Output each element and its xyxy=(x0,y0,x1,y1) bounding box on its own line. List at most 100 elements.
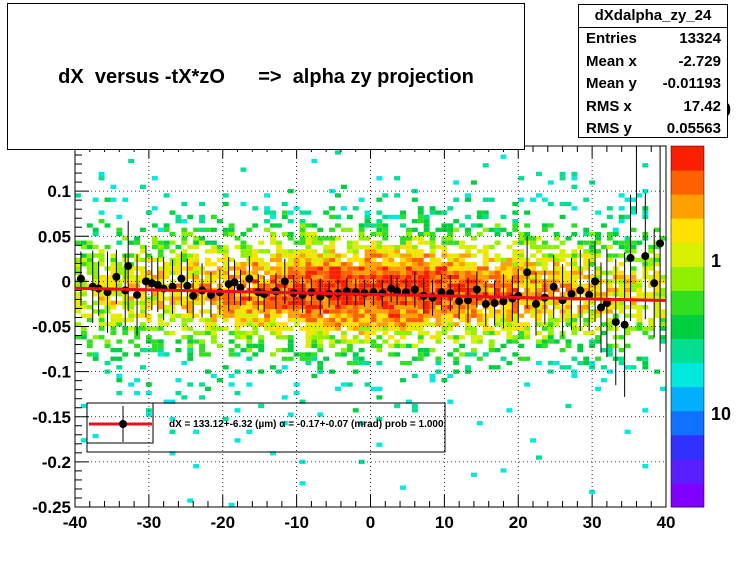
heatmap-cell xyxy=(405,326,412,331)
heatmap-cell xyxy=(92,356,99,361)
heatmap-cell xyxy=(642,365,649,370)
stats-value: 17.42 xyxy=(683,97,721,115)
heatmap-cell xyxy=(400,360,406,366)
heatmap-cell xyxy=(270,305,276,310)
heatmap-cell xyxy=(417,231,424,237)
heatmap-cell xyxy=(116,390,123,396)
stats-row-mean-x: Mean x -2.729 xyxy=(579,51,727,74)
heatmap-cell xyxy=(287,317,294,323)
heatmap-cell xyxy=(589,343,596,348)
heatmap-cell xyxy=(600,365,607,370)
heatmap-cell xyxy=(193,313,200,318)
heatmap-cell xyxy=(488,309,495,314)
heatmap-cell xyxy=(305,305,312,310)
heatmap-cell xyxy=(293,270,300,275)
heatmap-cell xyxy=(205,240,211,245)
heatmap-cell xyxy=(228,287,235,293)
heatmap-cell xyxy=(293,283,300,288)
heatmap-cell xyxy=(553,270,560,275)
palette-swatch xyxy=(671,290,704,315)
heatmap-cell xyxy=(642,326,649,331)
heatmap-cell xyxy=(370,339,377,344)
heatmap-cell xyxy=(571,279,578,284)
heatmap-cell xyxy=(606,279,613,284)
stats-row-entries: Entries 13324 xyxy=(579,28,727,51)
heatmap-cell xyxy=(329,326,336,331)
heatmap-cell xyxy=(222,227,229,232)
heatmap-cell xyxy=(364,300,371,306)
heatmap-cell xyxy=(358,296,365,301)
heatmap-cell xyxy=(441,313,448,318)
heatmap-cell xyxy=(317,326,324,331)
heatmap-cell xyxy=(630,227,637,232)
heatmap-cell xyxy=(75,305,81,310)
heatmap-cell xyxy=(281,322,288,327)
heatmap-cell xyxy=(228,223,235,228)
heatmap-cell xyxy=(553,257,560,263)
heatmap-cell xyxy=(110,300,117,306)
heatmap-cell xyxy=(459,253,466,258)
heatmap-cell xyxy=(358,360,365,366)
heatmap-cell xyxy=(358,283,365,288)
heatmap-cell xyxy=(281,356,288,361)
heatmap-cell xyxy=(270,214,276,220)
heatmap-cell xyxy=(275,279,282,284)
heatmap-cell xyxy=(417,240,424,245)
heatmap-cell xyxy=(329,274,336,280)
heatmap-cell xyxy=(654,244,661,250)
heatmap-cell xyxy=(305,356,312,361)
heatmap-cell xyxy=(376,231,383,237)
heatmap-cell xyxy=(287,231,294,237)
heatmap-cell xyxy=(524,326,531,331)
heatmap-cell xyxy=(358,326,365,331)
x-tick-label: -30 xyxy=(137,513,162,532)
heatmap-cell xyxy=(382,279,389,284)
heatmap-cell xyxy=(293,274,300,280)
heatmap-cell xyxy=(530,309,536,314)
heatmap-cell xyxy=(441,309,448,314)
heatmap-cell xyxy=(157,266,164,271)
heatmap-cell xyxy=(252,343,259,348)
heatmap-cell xyxy=(163,240,170,245)
heatmap-cell xyxy=(86,352,93,357)
heatmap-cell xyxy=(104,223,111,228)
heatmap-cell xyxy=(500,356,507,361)
palette-swatch xyxy=(671,386,704,412)
heatmap-cell xyxy=(618,300,625,306)
heatmap-cell xyxy=(169,231,176,237)
heatmap-cell xyxy=(435,274,442,280)
heatmap-cell xyxy=(358,274,365,280)
heatmap-cell xyxy=(423,317,430,323)
heatmap-cell xyxy=(281,201,288,207)
heatmap-cell xyxy=(340,322,347,327)
heatmap-cell xyxy=(210,244,217,250)
heatmap-cell xyxy=(140,257,146,263)
heatmap-cell xyxy=(264,305,271,310)
heatmap-cell xyxy=(541,326,548,331)
heatmap-cell xyxy=(488,270,495,275)
heatmap-cell xyxy=(128,283,135,288)
heatmap-cell xyxy=(589,365,596,370)
heatmap-cell xyxy=(287,257,294,263)
heatmap-cell xyxy=(547,180,554,185)
heatmap-cell xyxy=(465,270,471,275)
heatmap-cell xyxy=(512,283,519,288)
heatmap-cell xyxy=(234,408,241,413)
heatmap-cell xyxy=(151,339,158,344)
heatmap-cell xyxy=(157,347,164,353)
heatmap-cell xyxy=(476,317,483,323)
heatmap-cell xyxy=(175,262,182,267)
heatmap-cell xyxy=(465,244,471,250)
heatmap-cell xyxy=(151,206,158,211)
heatmap-cell xyxy=(116,373,123,379)
heatmap-cell xyxy=(287,347,294,353)
profile-point xyxy=(455,297,464,306)
heatmap-cell xyxy=(246,369,253,374)
heatmap-cell xyxy=(346,339,353,344)
heatmap-cell xyxy=(488,287,495,293)
heatmap-cell xyxy=(411,322,418,327)
heatmap-cell xyxy=(429,244,436,250)
heatmap-cell xyxy=(394,322,401,327)
heatmap-cell xyxy=(110,292,117,297)
heatmap-cell xyxy=(411,403,418,409)
